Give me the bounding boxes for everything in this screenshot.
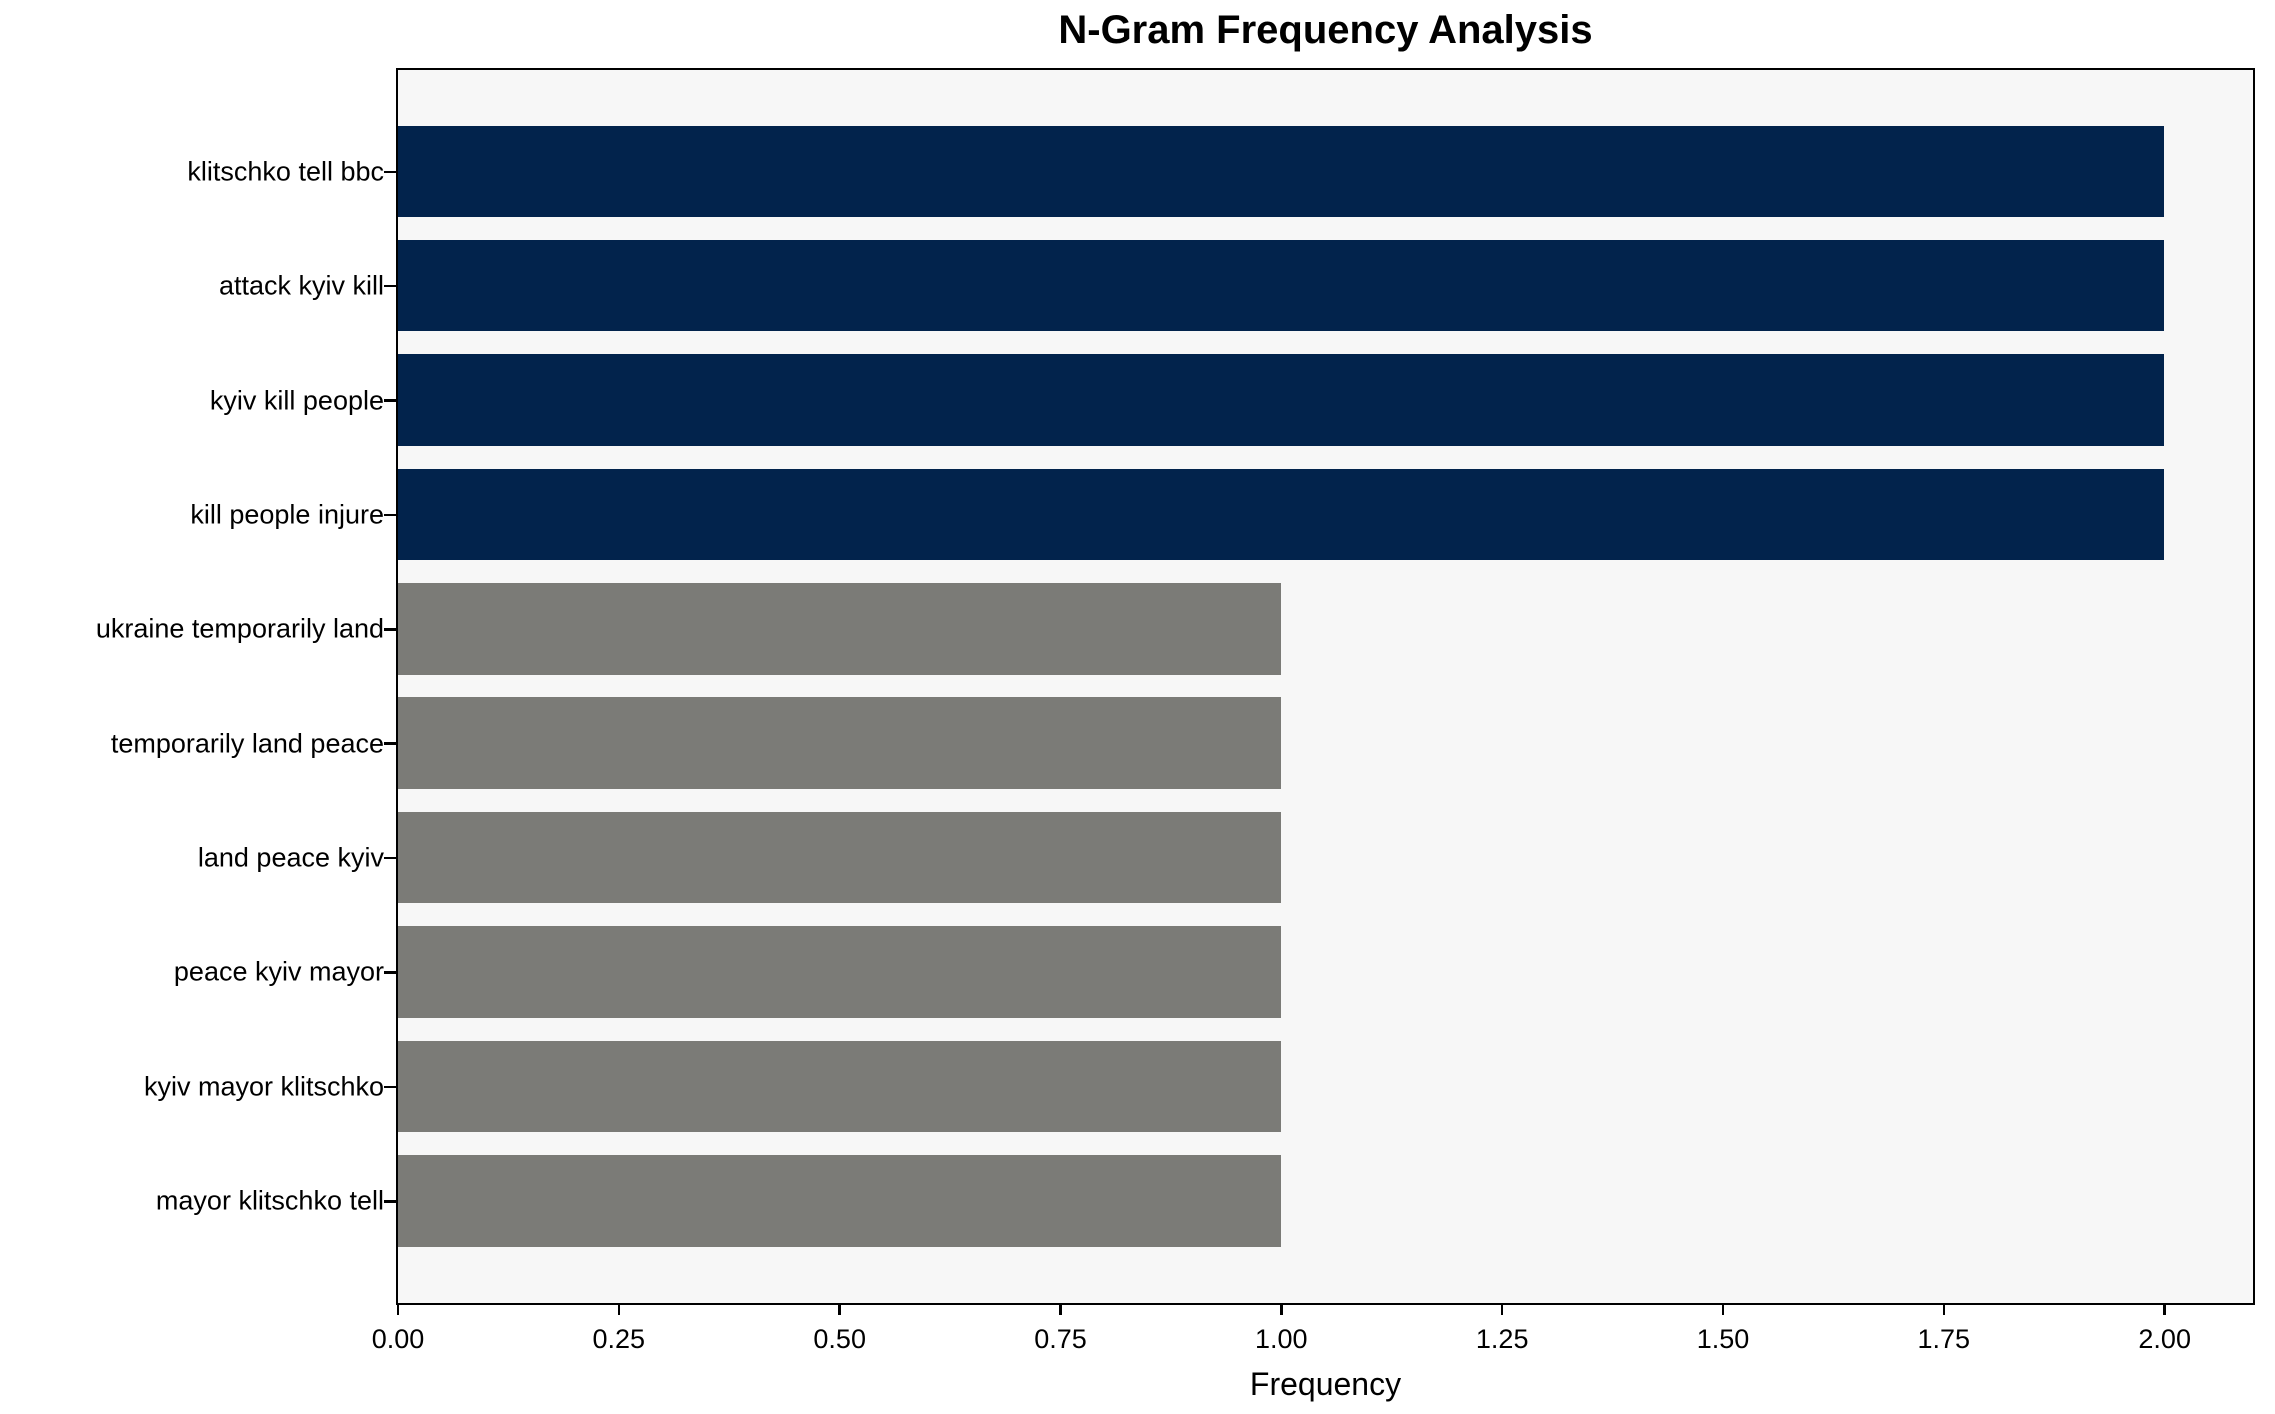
x-tick-label: 1.75	[1917, 1324, 1971, 1354]
y-tick-label: kyiv mayor klitschko	[143, 1071, 384, 1102]
y-tick-mark	[383, 628, 396, 631]
x-tick-mark	[838, 1303, 841, 1315]
y-tick-mark	[383, 170, 396, 173]
bar-attack-kyiv-kill	[397, 239, 2165, 332]
bar-mayor-klitschko-tell	[397, 1155, 1281, 1247]
y-tick-label: kyiv kill people	[209, 385, 384, 416]
x-tick-mark	[1500, 1303, 1504, 1315]
x-tick-mark	[1942, 1303, 1946, 1315]
y-tick-label: mayor klitschko tell	[155, 1185, 384, 1216]
bar-klitschko-tell-bbc	[397, 125, 2165, 217]
bar-kyiv-kill-people	[397, 354, 2165, 446]
y-tick-label: ukraine temporarily land	[95, 613, 384, 644]
x-tick-label: 2.00	[2138, 1324, 2191, 1354]
x-tick-mark	[617, 1303, 621, 1315]
bar-kyiv-mayor-klitschko	[397, 1040, 1281, 1133]
bar-ukraine-temporarily-land	[397, 583, 1281, 675]
bar-land-peace-kyiv	[397, 811, 1281, 904]
x-tick-mark	[1721, 1303, 1725, 1315]
x-tick-mark	[2163, 1303, 2166, 1315]
y-tick-mark	[383, 399, 396, 402]
plot-area	[395, 67, 2255, 1305]
y-tick-mark	[383, 1200, 396, 1203]
y-tick-mark	[383, 284, 396, 288]
bar-temporarily-land-peace	[397, 697, 1281, 789]
y-tick-label: land peace kyiv	[197, 842, 384, 873]
x-tick-label: 0.50	[813, 1324, 866, 1354]
y-tick-label: kill people injure	[190, 499, 384, 530]
x-tick-mark	[1059, 1303, 1062, 1315]
y-tick-label: attack kyiv kill	[218, 270, 384, 301]
x-tick-mark	[1280, 1303, 1283, 1315]
x-axis-title: Frequency	[1249, 1366, 1402, 1402]
y-tick-label: temporarily land peace	[110, 728, 384, 759]
x-tick-label: 1.25	[1475, 1324, 1529, 1354]
bar-peace-kyiv-mayor	[397, 926, 1281, 1018]
y-tick-mark	[383, 971, 396, 974]
x-tick-label: 0.25	[592, 1324, 646, 1354]
y-tick-mark	[383, 1085, 396, 1089]
x-tick-mark	[396, 1303, 400, 1315]
chart-title: N-Gram Frequency Analysis	[1058, 8, 1593, 52]
x-tick-label: 0.00	[371, 1324, 425, 1354]
y-tick-label: klitschko tell bbc	[187, 156, 384, 187]
y-tick-mark	[383, 742, 396, 745]
y-tick-label: peace kyiv mayor	[173, 956, 384, 987]
bar-kill-people-injure	[397, 468, 2165, 561]
x-tick-label: 1.00	[1255, 1324, 1308, 1354]
y-tick-mark	[383, 856, 396, 860]
x-tick-label: 1.50	[1696, 1324, 1750, 1354]
y-tick-mark	[383, 513, 396, 517]
x-tick-label: 0.75	[1034, 1324, 1087, 1354]
